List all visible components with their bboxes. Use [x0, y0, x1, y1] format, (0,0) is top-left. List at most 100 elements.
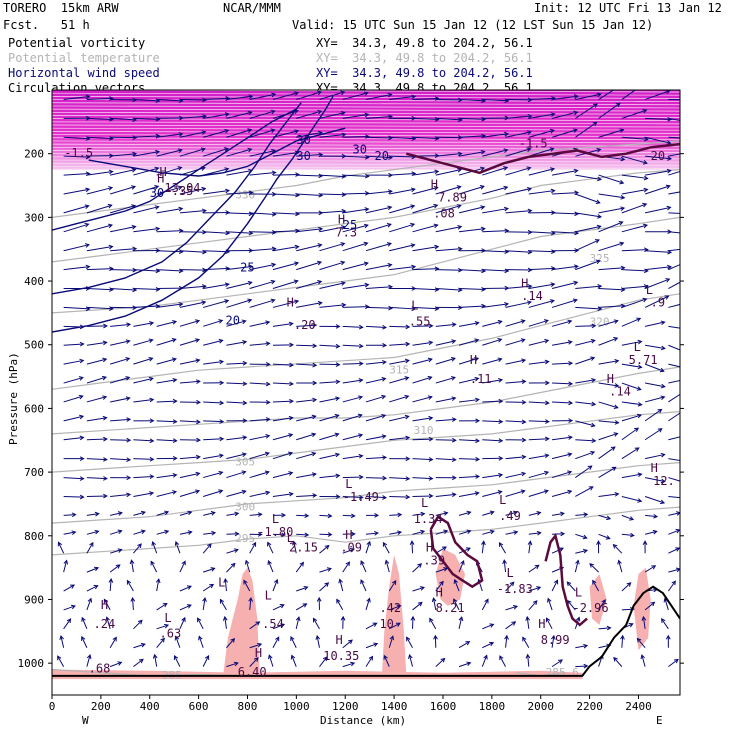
circulation-vector-head: [620, 156, 626, 162]
circulation-vector: [342, 514, 355, 517]
circulation-vector: [389, 343, 410, 346]
pv-extremum-label: -1.5: [64, 146, 93, 160]
circulation-vector: [86, 306, 113, 310]
circulation-vector: [179, 490, 200, 497]
circulation-vector-head: [547, 597, 552, 603]
circulation-vector: [342, 662, 355, 668]
theta-contour: [52, 169, 680, 263]
circulation-vector: [106, 617, 111, 629]
circulation-vector-head: [483, 654, 488, 660]
circulation-vector-head: [489, 510, 495, 516]
circulation-vector-head: [567, 452, 573, 457]
circulation-vector: [63, 155, 90, 158]
circulation-vector-head: [639, 84, 643, 88]
circulation-vector: [644, 409, 662, 422]
circulation-vector-head: [526, 300, 532, 305]
circulation-vector-head: [299, 561, 304, 567]
circulation-vector-head: [405, 494, 411, 500]
circulation-vector: [435, 418, 456, 422]
pv-extremum-label: -2.96: [572, 601, 608, 615]
circulation-vector: [319, 344, 340, 347]
circulation-vector-head: [78, 376, 84, 381]
circulation-vector: [156, 149, 183, 157]
circulation-vector-head: [503, 206, 509, 212]
circulation-vector: [133, 269, 160, 272]
circulation-vector: [575, 513, 588, 516]
circulation-vector-head: [230, 562, 236, 568]
circulation-vector-head: [591, 401, 597, 407]
circulation-vector-head: [150, 560, 155, 566]
circulation-vector-head: [489, 641, 495, 647]
circulation-vector-head: [195, 358, 201, 363]
circulation-vector-head: [324, 544, 330, 550]
circulation-vector-head: [131, 185, 137, 190]
circulation-vector: [412, 170, 439, 176]
circulation-vector: [551, 281, 578, 290]
circulation-vector-head: [568, 418, 574, 424]
circulation-vector: [575, 121, 597, 138]
circulation-vector: [389, 377, 409, 384]
x-end-west: W: [82, 714, 89, 727]
circulation-vector: [668, 170, 680, 176]
circulation-vector-head: [443, 529, 449, 535]
circulation-vector-head: [202, 267, 207, 273]
circulation-vector-head: [667, 156, 673, 161]
circulation-vector: [575, 439, 596, 442]
circulation-vector: [179, 531, 192, 535]
circulation-vector: [598, 446, 616, 460]
circulation-vector: [621, 447, 640, 460]
circulation-vector-head: [559, 511, 565, 517]
circulation-vector: [179, 585, 192, 592]
circulation-vector-head: [434, 244, 440, 250]
circulation-vector: [621, 514, 634, 521]
circulation-vector-head: [358, 433, 364, 438]
circulation-vector: [481, 655, 488, 667]
circulation-vector-head: [583, 663, 589, 669]
circulation-vector-head: [657, 408, 663, 414]
circulation-vector: [179, 148, 205, 157]
circulation-vector: [179, 250, 206, 253]
circulation-vector: [383, 655, 390, 667]
circulation-vector-head: [335, 343, 341, 349]
circulation-vector-head: [233, 548, 239, 553]
circulation-vector: [63, 188, 90, 195]
circulation-vector: [412, 204, 438, 214]
circulation-vector-head: [387, 262, 393, 268]
circulation-vector-head: [322, 656, 328, 662]
circulation-vector: [272, 323, 293, 327]
circulation-vector: [342, 135, 369, 138]
pv-low-region: [633, 567, 651, 651]
circulation-vector: [575, 486, 594, 497]
circulation-vector-head: [613, 432, 619, 437]
circulation-vector-head: [247, 110, 253, 116]
circulation-vector-head: [201, 284, 207, 289]
circulation-vector: [86, 136, 113, 140]
circulation-vector: [150, 561, 158, 573]
circulation-vector: [621, 90, 637, 100]
circulation-vector: [389, 605, 401, 611]
circulation-vector: [528, 250, 555, 253]
circulation-vector: [621, 427, 639, 441]
circulation-vector: [156, 320, 177, 327]
circulation-vector-head: [641, 615, 647, 621]
circulation-vector-head: [502, 559, 507, 565]
circulation-vector: [528, 319, 549, 327]
circulation-vector: [528, 564, 540, 573]
circulation-vector: [175, 636, 181, 648]
x-tick-label: 1400: [381, 700, 408, 713]
circulation-vector-head: [155, 149, 161, 155]
circulation-vector: [505, 420, 526, 423]
circulation-vector: [551, 341, 572, 346]
circulation-vector-head: [201, 186, 207, 192]
circulation-vector-head: [665, 184, 671, 190]
circulation-vector-head: [642, 202, 648, 208]
circulation-vector: [156, 379, 177, 384]
circulation-vector-head: [381, 359, 387, 365]
circulation-vector-head: [690, 121, 694, 125]
circulation-vector-head: [543, 319, 549, 324]
circulation-vector-head: [428, 476, 434, 481]
circulation-vector: [109, 549, 122, 554]
circulation-vector: [133, 620, 143, 630]
